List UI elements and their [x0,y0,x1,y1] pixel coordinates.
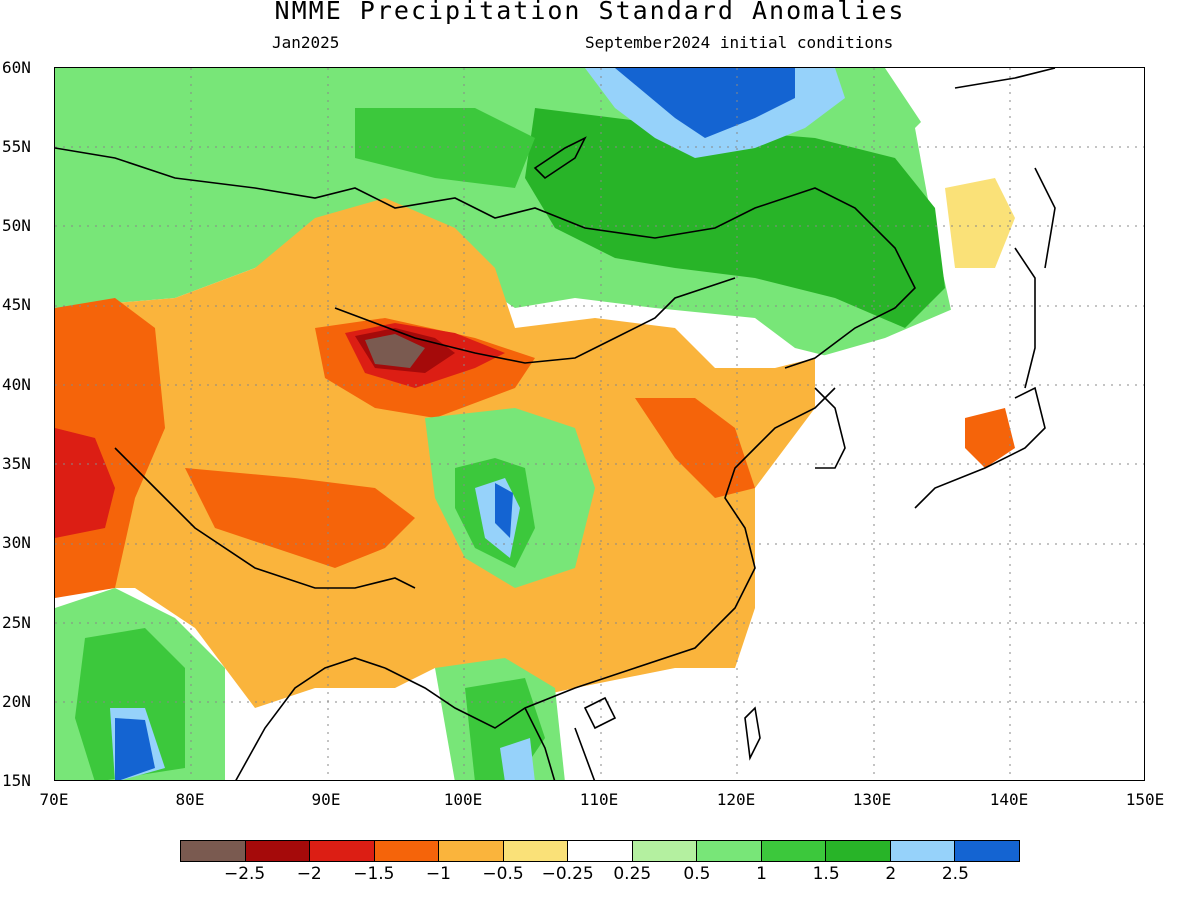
anomaly-region-orange-tibet [185,468,415,568]
lat-label-50n: 50N [2,216,31,235]
lon-label-120e: 120E [716,790,756,809]
lat-label-35n: 35N [2,454,31,473]
colorbar-swatch [439,841,504,861]
colorbar-swatch [374,841,440,861]
lat-label-60n: 60N [2,58,31,77]
colorbar-label: 2.5 [941,864,969,884]
colorbar-swatch [761,841,827,861]
colorbar-label: 0.5 [683,864,711,884]
lon-label-110e: 110E [579,790,619,809]
anomaly-region-orange-japan [965,408,1015,468]
colorbar-label: 1.5 [812,864,840,884]
colorbar-label: −1.5 [353,864,395,884]
lon-label-140e: 140E [989,790,1029,809]
lon-label-90e: 90E [311,790,341,809]
lat-label-15n: 15N [2,771,31,790]
colorbar-swatch [955,841,1019,861]
colorbar-swatch [697,841,762,861]
colorbar-swatch [503,841,569,861]
coast-china-east [384,387,836,729]
coast-japan [914,247,1046,509]
anomaly-region-darkgreen-india [75,628,185,780]
coast-kamchatka-sakhalin [954,68,1056,269]
colorbar-swatch [181,841,246,861]
gridlines [55,68,1144,780]
lake-baikal-outline [533,136,587,180]
colorbar-label: 1 [756,864,767,884]
colorbar-label: −2.5 [223,864,266,884]
hainan-outline [583,696,617,730]
map-title: NMME Precipitation Standard Anomalies [274,0,906,25]
anomaly-map-svg [55,68,1144,780]
lon-label-70e: 70E [39,790,69,809]
colorbar-swatch [826,841,891,861]
anomaly-region-green-siberia [355,108,535,188]
lat-label-25n: 25N [2,613,31,632]
colorbar [180,840,1020,862]
lat-label-30n: 30N [2,533,31,552]
colorbar-swatch [310,841,375,861]
anomaly-region-darkblue-india [115,718,155,780]
anomaly-region-neutral-japan [675,68,1144,780]
lon-label-80e: 80E [175,790,205,809]
coast-india-east [235,657,386,780]
lon-label-150e: 150E [1125,790,1165,809]
taiwan-outline [744,706,761,761]
anomaly-region-red-west [55,428,115,538]
lat-label-55n: 55N [2,137,31,156]
lon-label-130e: 130E [852,790,892,809]
anomaly-region-blue-indochina [500,738,535,780]
coast-korea [814,387,846,469]
colorbar-swatch [890,841,956,861]
lat-label-45n: 45N [2,295,31,314]
colorbar-label: 0.25 [613,864,652,884]
anomaly-region-darkblue-sichuan [495,483,513,538]
colorbar-swatch [632,841,698,861]
valid-month-label: Jan2025 [272,33,340,52]
lat-label-20n: 20N [2,692,31,711]
colorbar-label: −0.5 [482,864,524,884]
border-china-himalaya [114,447,416,589]
colorbar-label: −1 [425,864,451,884]
lat-label-40n: 40N [2,375,31,394]
anomaly-region-yellow-manchuria [945,178,1015,268]
anomaly-region-darkblue-baikal [615,68,795,138]
coast-indochina [524,707,596,780]
border-russia-kazakhstan [55,147,916,369]
initial-conditions-label: September2024 initial conditions [585,33,894,52]
border-mongolia-china [334,277,736,364]
lon-label-100e: 100E [443,790,483,809]
coastlines-and-borders [55,68,1056,780]
colorbar-label: −2 [296,864,322,884]
colorbar-label: −0.25 [541,864,594,884]
anomaly-map [54,67,1145,781]
colorbar-swatch [568,841,633,861]
colorbar-label: 2 [885,864,897,884]
anomaly-region-brown-gobi [365,334,425,368]
colorbar-swatch [245,841,311,861]
anomaly-region-orange-china [635,398,755,498]
